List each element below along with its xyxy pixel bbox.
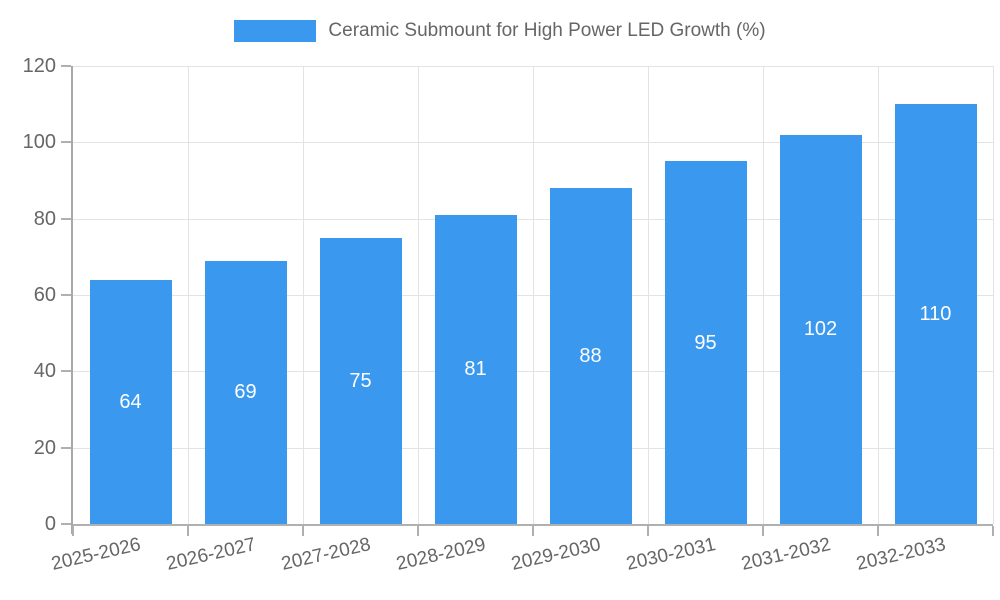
bar bbox=[894, 104, 977, 524]
legend-item[interactable]: Ceramic Submount for High Power LED Grow… bbox=[234, 20, 766, 42]
bar bbox=[434, 214, 517, 524]
legend-swatch bbox=[234, 20, 317, 42]
bar bbox=[664, 161, 747, 524]
y-tick-label: 100 bbox=[22, 131, 56, 154]
x-tick bbox=[417, 526, 419, 536]
bar-value-label: 95 bbox=[694, 331, 717, 354]
legend-label: Ceramic Submount for High Power LED Grow… bbox=[328, 20, 766, 41]
bar-value-label: 88 bbox=[579, 345, 602, 368]
x-tick-label: 2032-2033 bbox=[853, 534, 948, 575]
bar bbox=[319, 237, 402, 524]
y-tick bbox=[61, 370, 71, 373]
x-tick-label: 2028-2029 bbox=[393, 534, 488, 575]
y-tick bbox=[61, 65, 71, 67]
y-tick-label: 20 bbox=[33, 436, 56, 459]
y-tick-label: 60 bbox=[33, 284, 56, 306]
gridline-v bbox=[533, 66, 534, 524]
gridline-v bbox=[303, 66, 304, 524]
plot-area: 64 69 75 81 88 95 102 110 bbox=[61, 65, 994, 536]
gridline-v bbox=[763, 66, 764, 524]
x-tick bbox=[877, 526, 879, 536]
y-tick-label: 80 bbox=[33, 207, 56, 230]
gridline-v bbox=[993, 66, 994, 524]
bar bbox=[89, 279, 172, 524]
bar-value-label: 64 bbox=[119, 390, 142, 413]
x-tick bbox=[72, 526, 74, 536]
x-tick bbox=[302, 526, 304, 536]
x-tick bbox=[532, 526, 534, 536]
bar-value-label: 75 bbox=[349, 369, 372, 392]
x-tick-label: 2026-2027 bbox=[163, 534, 258, 575]
y-tick bbox=[61, 294, 71, 296]
x-tick-label: 2031-2032 bbox=[738, 534, 833, 575]
gridline-v bbox=[418, 66, 419, 524]
gridline-v bbox=[648, 66, 649, 524]
bar-value-label: 110 bbox=[919, 303, 952, 326]
x-tick bbox=[992, 526, 994, 536]
bar-value-label: 81 bbox=[464, 358, 487, 381]
x-tick-label: 2030-2031 bbox=[623, 534, 718, 575]
y-tick-label: 40 bbox=[33, 360, 56, 383]
x-tick-label: 2029-2030 bbox=[508, 534, 603, 575]
gridline-v bbox=[188, 66, 189, 524]
x-tick-label: 2027-2028 bbox=[278, 534, 373, 575]
bar bbox=[549, 188, 632, 524]
bar bbox=[779, 134, 862, 524]
bar bbox=[204, 260, 287, 524]
y-tick bbox=[61, 141, 71, 144]
x-tick bbox=[762, 526, 764, 536]
y-tick-label: 0 bbox=[44, 513, 56, 535]
bar-value-label: 69 bbox=[234, 381, 257, 404]
x-axis-line bbox=[73, 524, 993, 526]
x-tick bbox=[187, 526, 189, 536]
x-tick bbox=[647, 526, 649, 536]
x-tick-label: 2025-2026 bbox=[48, 534, 143, 575]
y-tick-label: 120 bbox=[22, 55, 56, 77]
y-axis-line bbox=[71, 66, 73, 534]
bar-value-label: 102 bbox=[803, 318, 838, 341]
y-tick bbox=[61, 446, 71, 449]
legend: Ceramic Submount for High Power LED Grow… bbox=[0, 20, 1000, 42]
y-tick bbox=[61, 523, 71, 525]
gridline-v bbox=[878, 66, 879, 524]
y-tick bbox=[61, 217, 71, 220]
